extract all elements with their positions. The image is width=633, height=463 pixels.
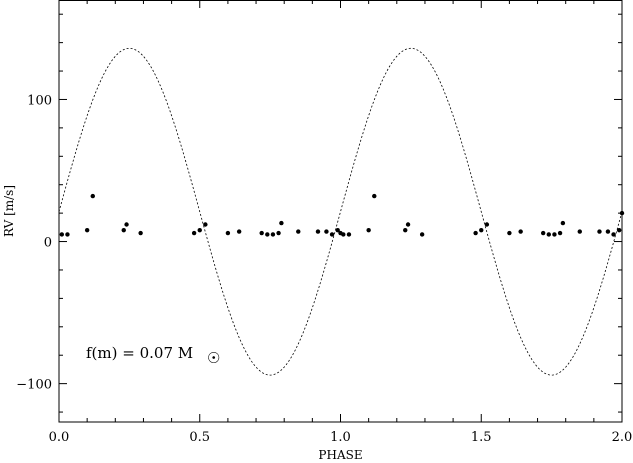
- y-tick-label: 0: [44, 236, 52, 251]
- data-point: [518, 229, 523, 234]
- data-point: [605, 229, 611, 234]
- plot-frame: [58, 0, 623, 423]
- data-point: [560, 220, 566, 226]
- data-point: [203, 222, 208, 227]
- data-point: [616, 227, 622, 233]
- data-point: [197, 227, 202, 233]
- x-tick-label: 1.0: [330, 430, 351, 445]
- x-tick-label: 0.0: [49, 430, 70, 445]
- data-point: [315, 229, 321, 234]
- y-axis-title: RV [m/s]: [2, 185, 16, 237]
- data-point: [552, 232, 557, 237]
- data-point: [540, 230, 546, 236]
- x-tick-label: 0.5: [189, 430, 210, 445]
- data-point: [265, 232, 270, 237]
- x-axis-title: PHASE: [318, 448, 362, 462]
- sun-symbol-icon: ☉: [207, 349, 220, 367]
- data-point: [138, 230, 143, 236]
- data-point: [484, 222, 490, 227]
- data-point: [473, 230, 478, 236]
- data-point: [335, 227, 340, 233]
- data-point: [611, 232, 616, 237]
- data-point: [341, 232, 346, 237]
- data-point: [403, 227, 408, 233]
- x-tick-label: 1.5: [471, 430, 492, 445]
- data-point: [546, 232, 552, 237]
- data-point: [259, 230, 264, 236]
- data-point: [346, 232, 352, 237]
- data-point: [121, 227, 126, 233]
- data-point: [479, 227, 484, 233]
- data-point: [324, 229, 329, 234]
- data-point: [236, 229, 242, 234]
- data-point: [366, 227, 371, 233]
- data-point: [507, 230, 512, 236]
- tick-labels: 0.0 0.5 1.0 1.5 2.0 −100 0 100: [16, 93, 632, 445]
- data-point: [270, 232, 276, 237]
- data-point: [577, 229, 582, 234]
- data-point: [225, 230, 231, 236]
- data-point: [191, 230, 197, 236]
- data-point: [329, 232, 335, 237]
- y-tick-label: 100: [27, 93, 52, 108]
- data-point: [557, 230, 563, 236]
- data-point: [405, 222, 411, 227]
- data-point: [279, 220, 284, 226]
- data-point: [372, 193, 377, 199]
- data-point: [296, 229, 301, 234]
- data-point: [59, 232, 65, 237]
- data-point: [419, 232, 425, 237]
- mass-function-annotation: f(m) = 0.07 M: [86, 344, 193, 362]
- x-tick-label: 2.0: [612, 430, 633, 445]
- data-points: [59, 193, 625, 237]
- data-point: [597, 229, 602, 234]
- model-curve: [58, 47, 623, 376]
- y-tick-label: −100: [16, 378, 52, 393]
- data-point: [90, 193, 95, 199]
- data-point: [65, 232, 70, 237]
- data-point: [84, 227, 90, 233]
- data-point: [124, 222, 129, 227]
- data-point: [276, 230, 281, 236]
